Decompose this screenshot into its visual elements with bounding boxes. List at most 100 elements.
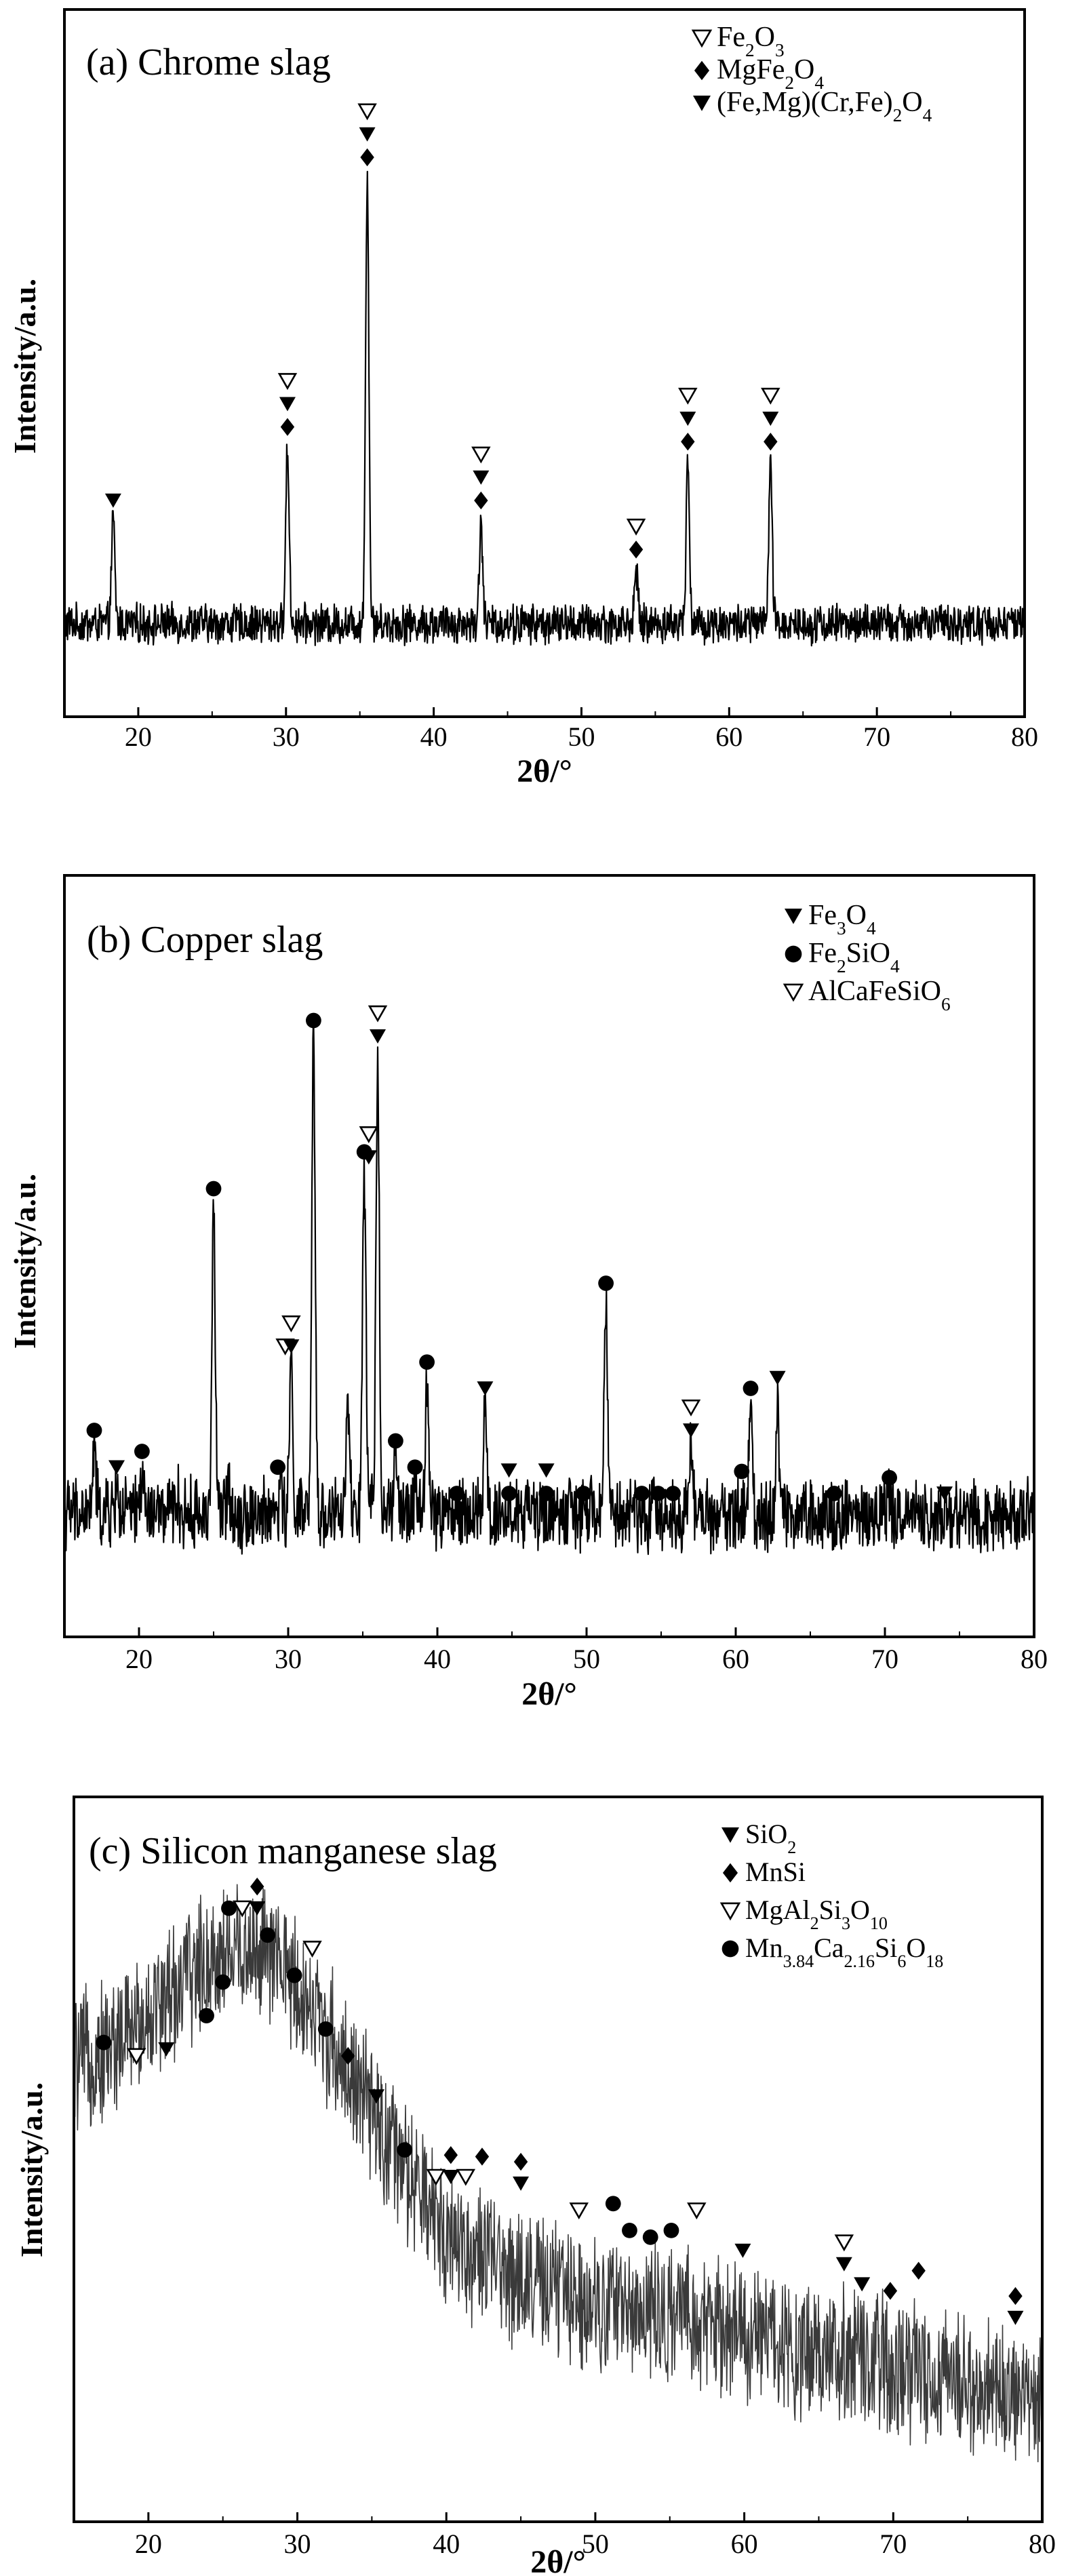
circle-marker <box>215 1974 231 1990</box>
peak-marker-group <box>626 518 646 559</box>
plot-area-b <box>63 1005 1035 1555</box>
x-tick-label: 50 <box>573 1644 600 1674</box>
circle-marker <box>538 1486 554 1501</box>
peak-marker-group <box>306 1012 321 1029</box>
legend-subscript: 18 <box>926 1951 943 1971</box>
peak-marker-group <box>108 1460 125 1475</box>
peak-marker-group <box>513 2152 530 2191</box>
peak-marker-group <box>158 2042 175 2057</box>
circle-marker <box>785 945 802 963</box>
circle-marker <box>96 2034 112 2050</box>
legend-subscript: 6 <box>897 1951 906 1971</box>
circle-marker <box>665 1486 681 1501</box>
peak-marker-group <box>634 1486 650 1501</box>
x-tick-label: 70 <box>863 721 890 752</box>
peak-marker-group <box>286 1967 302 1983</box>
legend-text: O <box>846 900 867 931</box>
peak-marker-group <box>199 2008 214 2024</box>
x-tick-label: 50 <box>582 2529 609 2559</box>
legend-subscript: 2 <box>810 1914 819 1933</box>
legend-label: MnSi <box>745 1857 806 1887</box>
circle-marker <box>199 2008 214 2024</box>
diamond-marker <box>629 540 644 559</box>
x-tick-label: 20 <box>135 2529 162 2559</box>
circle-marker <box>598 1275 614 1291</box>
diffraction-trace <box>73 1884 1043 2463</box>
triangle-down-open-marker <box>277 373 298 391</box>
x-tick-label: 60 <box>715 721 743 752</box>
triangle-down-marker <box>785 908 802 924</box>
peak-marker-group <box>419 1354 435 1370</box>
x-tick-label: 80 <box>1021 1644 1048 1674</box>
triangle-down-marker <box>359 127 376 142</box>
peak-marker-group <box>663 2223 679 2238</box>
triangle-down-marker <box>442 2170 459 2184</box>
peak-marker-group <box>233 1900 252 1918</box>
triangle-down-open-marker <box>359 1126 379 1143</box>
diamond-marker <box>513 2152 528 2171</box>
x-tick-label: 80 <box>1029 2529 1056 2559</box>
peak-marker-group <box>475 2147 490 2166</box>
panel-a: (a) Chrome slag Intensity/a.u. 2θ/° 20 30… <box>7 8 1038 789</box>
x-tick-label: 30 <box>273 721 300 752</box>
legend-subscript: 4 <box>814 73 824 93</box>
peak-marker-group <box>302 1941 322 1958</box>
panel-b: (b) Copper slag Intensity/a.u. 2θ/° 20 30… <box>7 874 1048 1712</box>
peak-marker-group <box>96 2034 112 2050</box>
triangle-down-open-marker <box>281 1315 301 1332</box>
legend-subscript: 4 <box>923 105 932 125</box>
circle-marker <box>622 2223 637 2238</box>
peak-marker-group <box>317 2021 334 2037</box>
peak-marker-group <box>769 1370 786 1385</box>
diamond-marker <box>250 1878 264 1896</box>
x-ticks-c: 20 30 40 50 60 70 80 <box>135 2512 1056 2559</box>
triangle-down-open-marker <box>456 2168 476 2186</box>
triangle-down-marker <box>936 1486 953 1501</box>
legend-text: Mn <box>745 1933 783 1963</box>
triangle-down-marker <box>835 2257 852 2272</box>
legend-subscript: 3.84 <box>783 1951 814 1971</box>
plot-frame-c <box>73 1796 1044 2523</box>
legend-text: O <box>755 22 775 53</box>
legend-subscript: 3 <box>775 40 785 60</box>
legend-subscript: 6 <box>941 994 951 1014</box>
diamond-marker <box>883 2282 898 2300</box>
triangle-down-open-marker <box>687 2202 707 2220</box>
legend-label: (Fe,Mg)(Cr,Fe)2O4 <box>717 87 932 125</box>
panel-title-b: (b) Copper slag <box>87 919 323 961</box>
peak-marker-group <box>127 2048 146 2065</box>
x-tick-label: 60 <box>731 2529 758 2559</box>
triangle-down-open-marker <box>302 1941 322 1958</box>
triangle-down-marker <box>769 1370 786 1385</box>
panel-title-a: (a) Chrome slag <box>86 41 331 83</box>
peak-marker-group <box>826 1486 842 1501</box>
legend-text: O <box>902 87 922 118</box>
peak-marker-group <box>368 1005 388 1044</box>
triangle-down-marker <box>360 1150 377 1165</box>
circle-marker <box>501 1486 517 1501</box>
peak-marker-group <box>678 387 698 451</box>
legend-subscript: 3 <box>842 1914 850 1933</box>
diamond-marker <box>911 2261 926 2280</box>
legend-text: O <box>906 1933 926 1963</box>
legend-text: SiO <box>745 1819 787 1849</box>
triangle-down-open-marker <box>719 1902 741 1921</box>
circle-marker <box>650 1486 666 1501</box>
peak-marker-group <box>911 2261 926 2280</box>
triangle-down-open-marker <box>426 2168 446 2186</box>
peak-marker-group <box>357 103 377 167</box>
peak-marker-group <box>883 2282 898 2300</box>
circle-marker <box>605 2196 621 2212</box>
peak-marker-group <box>642 2229 658 2245</box>
legend-text: Fe <box>808 938 837 969</box>
legend-text: Fe <box>717 22 745 53</box>
legend-subscript: 4 <box>890 956 900 976</box>
plot-area-c <box>73 1878 1043 2463</box>
triangle-down-marker <box>249 1901 266 1916</box>
legend-text: Fe <box>808 900 837 931</box>
circle-marker <box>317 2021 334 2037</box>
x-axis-label-a: 2θ/° <box>517 753 572 789</box>
x-axis-label-c: 2θ/° <box>530 2544 586 2576</box>
peak-marker-group <box>1007 2286 1024 2325</box>
